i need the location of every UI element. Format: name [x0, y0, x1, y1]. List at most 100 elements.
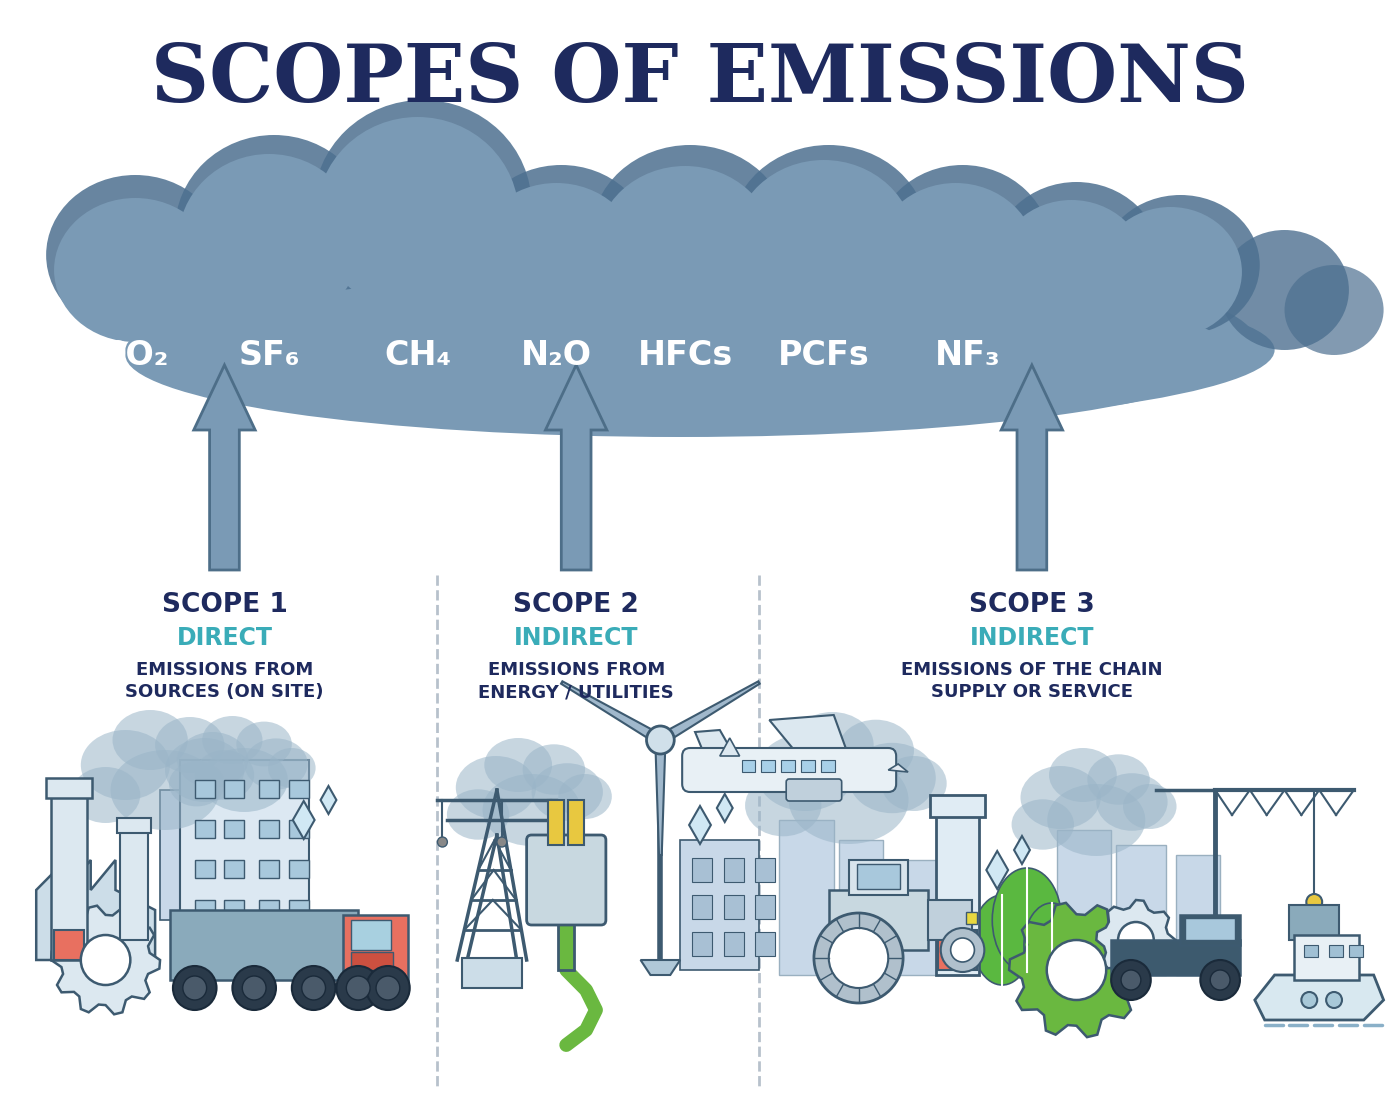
Circle shape — [546, 837, 556, 847]
Ellipse shape — [169, 762, 224, 806]
Bar — [1180, 915, 1240, 945]
Bar — [224, 820, 244, 838]
Text: ENERGY / UTILITIES: ENERGY / UTILITIES — [479, 683, 673, 701]
Circle shape — [813, 913, 903, 1004]
Bar — [549, 800, 564, 844]
Bar — [46, 778, 92, 797]
Circle shape — [242, 976, 266, 1000]
Bar — [839, 840, 883, 976]
Bar — [224, 780, 244, 797]
Bar — [1305, 945, 1319, 956]
Ellipse shape — [176, 732, 248, 788]
Bar — [568, 800, 584, 844]
Bar — [462, 958, 522, 988]
Polygon shape — [689, 806, 711, 844]
Bar — [1295, 935, 1359, 980]
Polygon shape — [293, 801, 315, 839]
Bar — [692, 895, 711, 920]
Bar — [259, 780, 279, 797]
Ellipse shape — [1096, 773, 1168, 831]
Bar — [692, 932, 711, 956]
Bar — [928, 900, 973, 940]
Text: INDIRECT: INDIRECT — [514, 626, 638, 650]
Ellipse shape — [1021, 766, 1100, 829]
Circle shape — [941, 928, 984, 972]
Ellipse shape — [973, 895, 1032, 984]
Ellipse shape — [175, 136, 372, 325]
Circle shape — [1112, 960, 1151, 1000]
Ellipse shape — [484, 738, 552, 792]
Ellipse shape — [267, 748, 315, 788]
Bar — [724, 932, 743, 956]
Bar — [224, 860, 244, 878]
Bar — [1112, 940, 1240, 976]
Bar — [724, 895, 743, 920]
Ellipse shape — [993, 868, 1061, 972]
Bar — [195, 780, 214, 797]
Circle shape — [291, 965, 336, 1010]
Circle shape — [81, 935, 130, 984]
Bar — [179, 760, 308, 950]
Bar — [195, 860, 214, 878]
Ellipse shape — [178, 155, 360, 330]
Ellipse shape — [591, 144, 790, 325]
Bar — [930, 795, 986, 816]
Circle shape — [1326, 992, 1343, 1008]
Text: SCOPE 2: SCOPE 2 — [514, 592, 638, 618]
Ellipse shape — [200, 748, 288, 812]
Ellipse shape — [46, 175, 224, 335]
Bar — [1350, 945, 1362, 956]
Polygon shape — [561, 681, 664, 745]
Bar — [762, 760, 776, 772]
Ellipse shape — [483, 774, 581, 846]
Text: CH₄: CH₄ — [384, 338, 451, 372]
Ellipse shape — [195, 750, 255, 800]
Bar — [118, 818, 151, 833]
Bar — [1176, 855, 1221, 976]
Circle shape — [1200, 960, 1240, 1000]
Bar — [1289, 905, 1338, 940]
FancyBboxPatch shape — [787, 780, 841, 801]
Polygon shape — [546, 365, 606, 570]
Ellipse shape — [874, 165, 1051, 335]
Ellipse shape — [244, 738, 308, 790]
Ellipse shape — [848, 743, 935, 813]
Ellipse shape — [1049, 748, 1117, 802]
Bar — [224, 900, 244, 918]
Circle shape — [1302, 992, 1317, 1008]
Ellipse shape — [81, 730, 169, 800]
Polygon shape — [321, 786, 336, 814]
Ellipse shape — [1221, 230, 1350, 351]
Text: SCOPE 3: SCOPE 3 — [969, 592, 1095, 618]
Text: SUPPLY OR SERVICE: SUPPLY OR SERVICE — [931, 683, 1133, 701]
Bar — [50, 780, 87, 960]
Bar — [259, 820, 279, 838]
Ellipse shape — [532, 763, 603, 821]
Bar — [820, 760, 834, 772]
Ellipse shape — [447, 790, 510, 840]
Polygon shape — [770, 715, 848, 756]
Ellipse shape — [882, 756, 946, 811]
Ellipse shape — [1088, 754, 1149, 804]
Text: INDIRECT: INDIRECT — [970, 626, 1095, 650]
Ellipse shape — [745, 775, 822, 837]
Circle shape — [1047, 940, 1106, 1000]
Circle shape — [647, 726, 675, 754]
Bar — [195, 820, 214, 838]
Circle shape — [1306, 894, 1322, 909]
Circle shape — [302, 976, 326, 1000]
Ellipse shape — [472, 165, 651, 325]
Bar — [829, 890, 928, 950]
Bar — [55, 930, 84, 960]
Ellipse shape — [732, 160, 916, 330]
Polygon shape — [658, 681, 760, 745]
Polygon shape — [694, 730, 735, 756]
Ellipse shape — [112, 710, 188, 771]
Bar — [692, 858, 711, 883]
Text: EMISSIONS FROM: EMISSIONS FROM — [487, 661, 665, 679]
Ellipse shape — [475, 183, 637, 327]
Bar — [935, 800, 980, 976]
Ellipse shape — [314, 100, 532, 310]
Circle shape — [437, 837, 448, 847]
Circle shape — [174, 965, 217, 1010]
